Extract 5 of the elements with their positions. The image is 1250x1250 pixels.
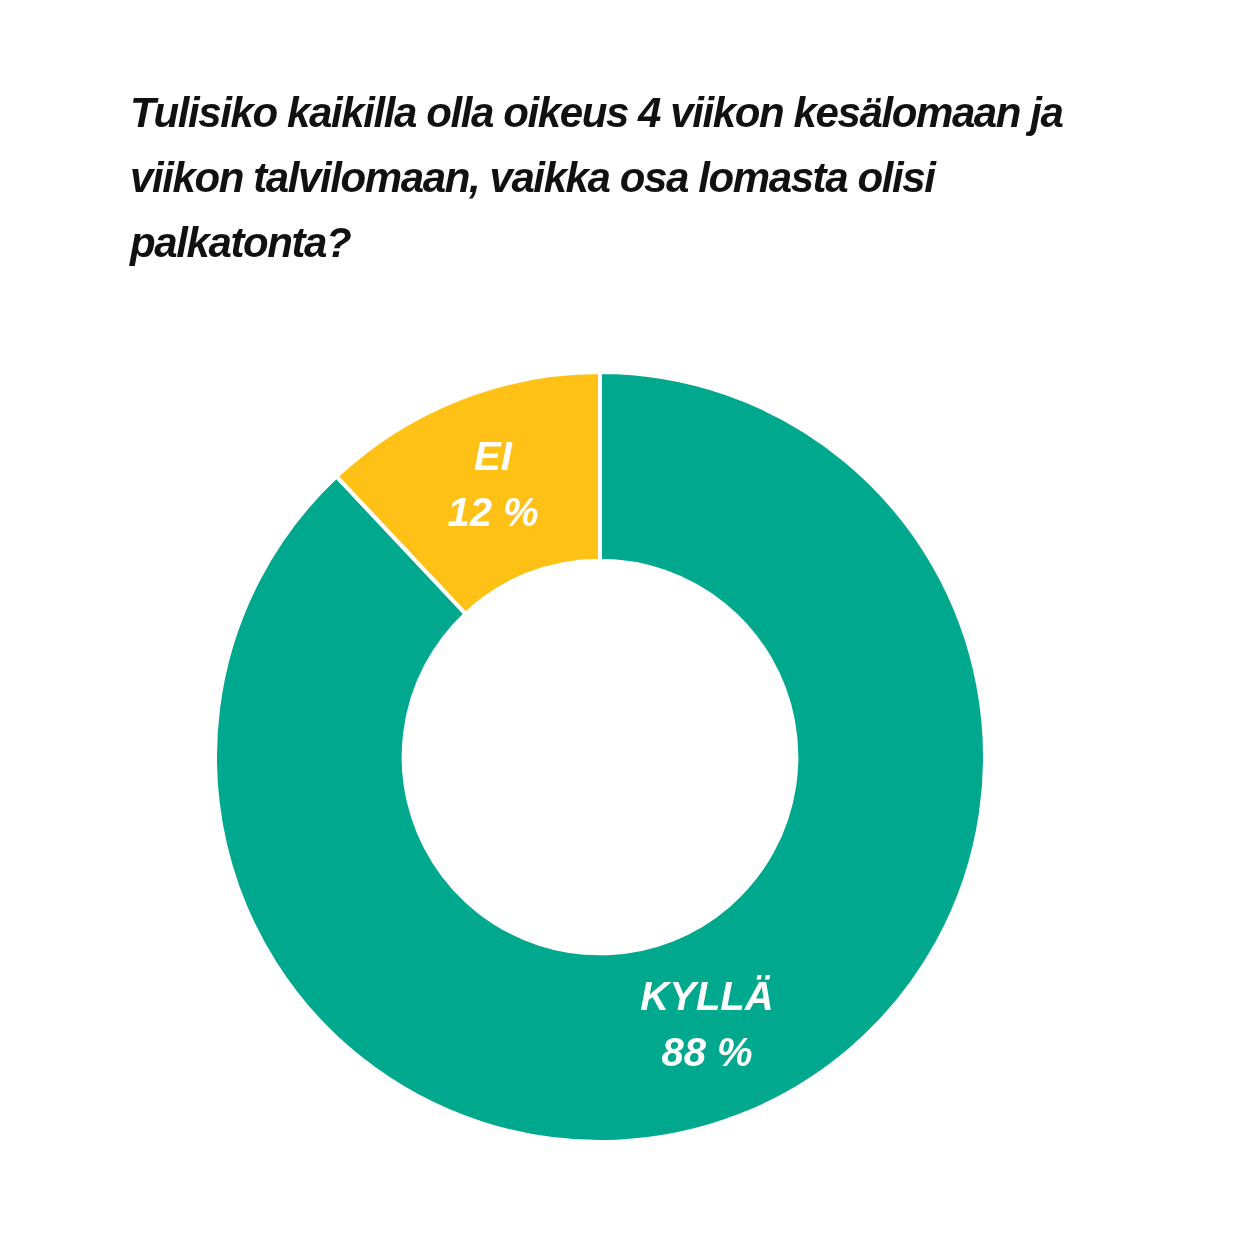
chart-title: Tulisiko kaikilla olla oikeus 4 viikon kesälomaan ja viikon talvilomaan, vaikka osa lomasta olisi palkatonta? (130, 88, 1064, 268)
data-label: 12 % (447, 489, 539, 534)
slice-label: EI (474, 433, 513, 478)
slice-label: KYLLÄ (640, 974, 774, 1019)
data-label: 88 % (661, 1030, 753, 1075)
